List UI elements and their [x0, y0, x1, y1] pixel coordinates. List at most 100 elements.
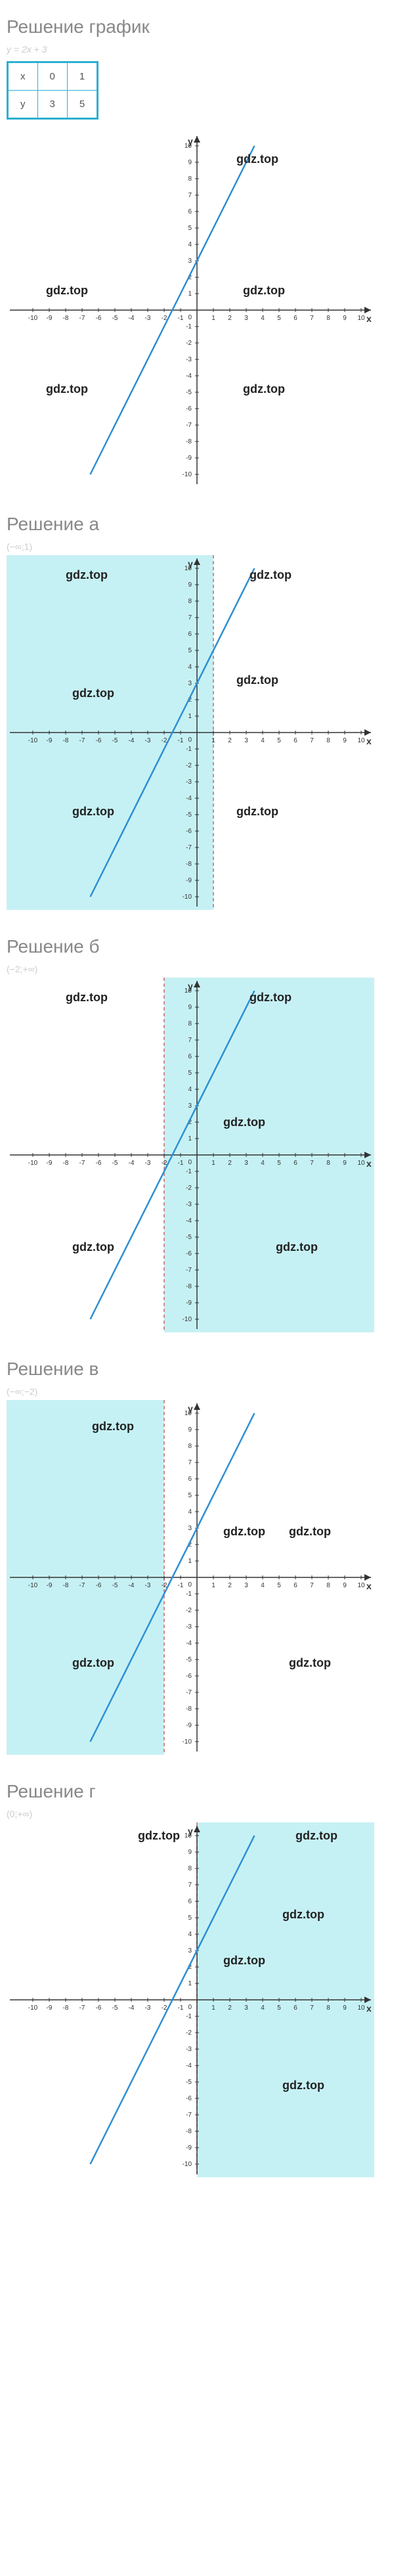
svg-text:7: 7 — [310, 1582, 314, 1589]
svg-text:6: 6 — [188, 631, 192, 638]
svg-text:-6: -6 — [186, 2095, 192, 2102]
svg-text:0: 0 — [188, 1159, 192, 1166]
svg-text:8: 8 — [326, 2004, 330, 2012]
svg-text:-4: -4 — [186, 1217, 192, 1225]
svg-text:5: 5 — [188, 1914, 192, 1922]
svg-text:-4: -4 — [129, 737, 135, 744]
svg-text:4: 4 — [188, 1931, 192, 1938]
svg-text:-2: -2 — [186, 340, 192, 347]
section-g: Решение г (0;+∞) -10-9-8-7-6-5-4-3-2-112… — [7, 1781, 413, 2190]
svg-text:-9: -9 — [47, 1582, 53, 1589]
svg-text:-6: -6 — [96, 737, 102, 744]
svg-text:-7: -7 — [79, 315, 85, 322]
svg-text:7: 7 — [188, 1037, 192, 1044]
svg-text:4: 4 — [188, 1086, 192, 1093]
section-title-b: Решение б — [7, 936, 413, 957]
svg-text:-10: -10 — [28, 1160, 38, 1167]
svg-text:1: 1 — [188, 1558, 192, 1565]
svg-text:10: 10 — [357, 315, 365, 322]
cell: 0 — [37, 63, 67, 91]
svg-text:9: 9 — [343, 315, 347, 322]
svg-text:-9: -9 — [186, 877, 192, 884]
svg-text:1: 1 — [211, 315, 215, 322]
svg-text:6: 6 — [293, 1160, 297, 1167]
svg-text:7: 7 — [188, 614, 192, 621]
svg-text:-1: -1 — [178, 1160, 184, 1167]
svg-text:-3: -3 — [186, 356, 192, 363]
svg-text:1: 1 — [188, 713, 192, 720]
svg-text:-9: -9 — [47, 1160, 53, 1167]
svg-text:9: 9 — [343, 1582, 347, 1589]
svg-text:x: x — [366, 736, 372, 746]
svg-text:-1: -1 — [178, 1582, 184, 1589]
svg-text:-7: -7 — [79, 1160, 85, 1167]
svg-text:1: 1 — [188, 1135, 192, 1142]
svg-text:-6: -6 — [96, 315, 102, 322]
svg-text:9: 9 — [188, 581, 192, 589]
svg-text:4: 4 — [261, 737, 265, 744]
svg-text:6: 6 — [293, 737, 297, 744]
svg-text:-1: -1 — [186, 323, 192, 330]
svg-text:-10: -10 — [28, 315, 38, 322]
svg-text:9: 9 — [188, 159, 192, 166]
svg-text:8: 8 — [326, 737, 330, 744]
svg-text:-1: -1 — [178, 315, 184, 322]
svg-text:-10: -10 — [183, 1316, 192, 1323]
svg-text:5: 5 — [277, 2004, 281, 2012]
svg-text:-9: -9 — [47, 2004, 53, 2012]
svg-text:3: 3 — [244, 315, 248, 322]
svg-text:-7: -7 — [79, 2004, 85, 2012]
svg-text:-8: -8 — [63, 1582, 69, 1589]
svg-text:-2: -2 — [186, 2029, 192, 2037]
svg-text:7: 7 — [310, 315, 314, 322]
data-table-container: x 0 1 y 3 5 — [7, 61, 98, 120]
svg-text:-1: -1 — [178, 737, 184, 744]
svg-text:-6: -6 — [186, 1250, 192, 1257]
svg-text:-1: -1 — [186, 1168, 192, 1175]
svg-text:y: y — [188, 1826, 193, 1836]
section-title-g: Решение г — [7, 1781, 413, 1802]
cell: x — [9, 63, 38, 91]
svg-text:-3: -3 — [186, 779, 192, 786]
svg-text:4: 4 — [261, 1582, 265, 1589]
svg-text:3: 3 — [244, 737, 248, 744]
svg-text:-4: -4 — [186, 1640, 192, 1647]
svg-text:7: 7 — [188, 1459, 192, 1466]
svg-text:-8: -8 — [186, 1706, 192, 1713]
svg-text:5: 5 — [188, 647, 192, 654]
svg-text:-3: -3 — [145, 2004, 151, 2012]
chart-v: -10-9-8-7-6-5-4-3-2-112345678910-10-9-8-… — [7, 1400, 401, 1768]
svg-text:2: 2 — [228, 315, 232, 322]
svg-text:7: 7 — [188, 1882, 192, 1889]
svg-text:0: 0 — [188, 2004, 192, 2011]
svg-text:-4: -4 — [129, 2004, 135, 2012]
svg-text:-4: -4 — [129, 315, 135, 322]
svg-text:2: 2 — [228, 1160, 232, 1167]
svg-text:x: x — [366, 313, 372, 324]
svg-text:-7: -7 — [186, 844, 192, 851]
section-a: Решение а (−∞;1) -10-9-8-7-6-5-4-3-2-112… — [7, 514, 413, 923]
svg-text:3: 3 — [188, 258, 192, 265]
svg-text:-9: -9 — [47, 315, 53, 322]
svg-text:7: 7 — [310, 1160, 314, 1167]
svg-text:4: 4 — [261, 2004, 265, 2012]
svg-text:-5: -5 — [186, 811, 192, 819]
svg-text:-10: -10 — [28, 2004, 38, 2012]
svg-text:5: 5 — [277, 1160, 281, 1167]
svg-text:9: 9 — [343, 1160, 347, 1167]
svg-text:3: 3 — [188, 1525, 192, 1532]
svg-text:9: 9 — [188, 1849, 192, 1856]
svg-text:-4: -4 — [129, 1582, 135, 1589]
svg-text:-2: -2 — [186, 1185, 192, 1192]
svg-text:-10: -10 — [183, 471, 192, 478]
svg-text:-6: -6 — [96, 2004, 102, 2012]
svg-text:-8: -8 — [186, 1283, 192, 1290]
cell: y — [9, 91, 38, 118]
svg-text:-1: -1 — [178, 2004, 184, 2012]
svg-text:y: y — [188, 136, 193, 147]
svg-text:2: 2 — [228, 2004, 232, 2012]
svg-text:-8: -8 — [186, 861, 192, 868]
svg-text:1: 1 — [211, 737, 215, 744]
section-v: Решение в (−∞;−2) -10-9-8-7-6-5-4-3-2-11… — [7, 1359, 413, 1768]
svg-text:-10: -10 — [183, 893, 192, 901]
